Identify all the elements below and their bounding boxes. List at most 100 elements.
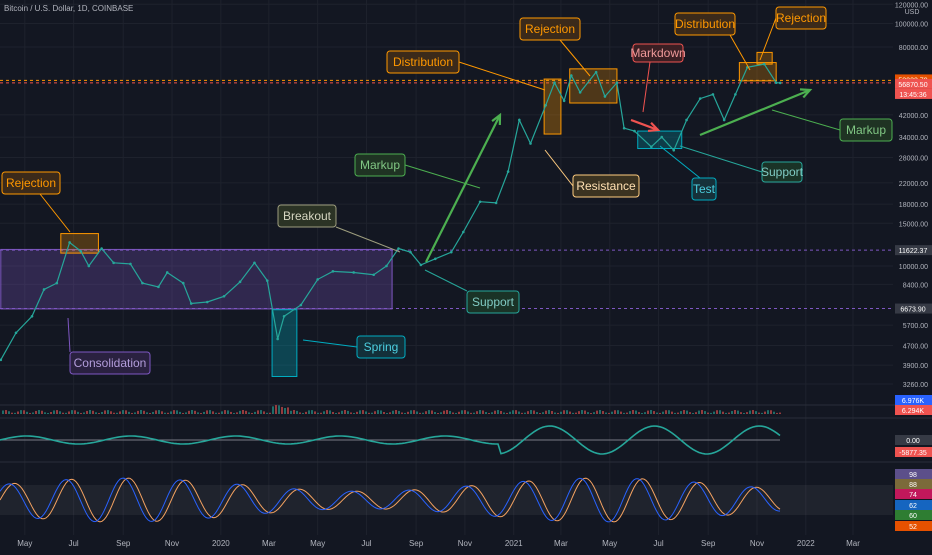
volume-bar bbox=[2, 410, 4, 414]
volume-bar bbox=[392, 410, 394, 414]
volume-bar bbox=[623, 412, 625, 414]
volume-bar bbox=[542, 412, 544, 414]
volume-bar bbox=[704, 411, 706, 414]
y-tick-label: 28000.00 bbox=[899, 156, 928, 163]
price-axis-tag-label: 13:45:36 bbox=[899, 92, 926, 99]
volume-bar bbox=[92, 410, 94, 414]
volume-bar bbox=[398, 410, 400, 414]
volume-bar bbox=[305, 411, 307, 414]
volume-bar bbox=[41, 410, 43, 414]
y-tick-label: 3900.00 bbox=[903, 363, 928, 370]
price-point bbox=[100, 247, 103, 250]
volume-bar bbox=[5, 410, 7, 414]
volume-bar bbox=[602, 411, 604, 414]
volume-bar bbox=[563, 410, 565, 414]
price-point bbox=[450, 250, 453, 254]
volume-bar bbox=[575, 412, 577, 414]
volume-bar bbox=[194, 410, 196, 414]
volume-bar bbox=[755, 411, 757, 414]
price-point bbox=[722, 118, 726, 122]
stoch-k-line bbox=[0, 477, 781, 523]
price-point bbox=[633, 129, 636, 133]
volume-bar bbox=[158, 410, 160, 414]
resistance-callout-box bbox=[572, 174, 640, 198]
price-point bbox=[181, 281, 185, 285]
consolidation-zone bbox=[0, 248, 393, 310]
volume-bar bbox=[233, 412, 235, 414]
indicator-tag-label: 6.294K bbox=[902, 408, 925, 415]
volume-bar bbox=[302, 412, 304, 414]
volume-bar bbox=[182, 412, 184, 414]
x-tick-label: 2020 bbox=[212, 539, 230, 548]
y-tick-label: 22000.00 bbox=[899, 181, 928, 188]
volume-bar bbox=[746, 412, 748, 414]
volume-bar bbox=[308, 410, 310, 414]
volume-bar bbox=[485, 412, 487, 414]
y-tick-label: 80000.00 bbox=[899, 45, 928, 52]
indicator-tag bbox=[895, 405, 932, 415]
volume-bar bbox=[707, 412, 709, 414]
volume-bar bbox=[191, 410, 193, 414]
support-callout-2-label: Support bbox=[761, 165, 804, 179]
volume-bar bbox=[461, 410, 463, 414]
volume-bar bbox=[356, 411, 358, 414]
volume-bar bbox=[299, 412, 301, 414]
volume-bar bbox=[752, 410, 754, 414]
y-tick-label: 100000.00 bbox=[895, 21, 928, 28]
price-point bbox=[55, 281, 59, 285]
price-point bbox=[570, 74, 573, 77]
volume-bar bbox=[200, 412, 202, 414]
volume-bar bbox=[437, 412, 439, 414]
stoch-band bbox=[0, 485, 893, 515]
volume-bar bbox=[515, 410, 517, 414]
volume-bar bbox=[488, 412, 490, 414]
volume-bar bbox=[179, 411, 181, 414]
indicator-tag-label: 62 bbox=[909, 503, 917, 510]
price-point bbox=[129, 262, 132, 266]
volume-bar bbox=[62, 412, 64, 414]
volume-bar bbox=[251, 412, 253, 414]
x-tick-label: Mar bbox=[262, 539, 276, 548]
volume-bar bbox=[491, 412, 493, 414]
volume-bar bbox=[467, 411, 469, 414]
price-point bbox=[774, 81, 778, 84]
volume-bar bbox=[335, 412, 337, 414]
price-point bbox=[372, 273, 375, 277]
volume-bar bbox=[218, 412, 220, 414]
volume-bar bbox=[569, 411, 571, 414]
y-tick-label: 15000.00 bbox=[899, 221, 928, 228]
volume-bar bbox=[530, 410, 532, 414]
volume-bar bbox=[245, 410, 247, 414]
volume-bar bbox=[614, 410, 616, 414]
volume-bar bbox=[26, 411, 28, 414]
price-point bbox=[14, 331, 18, 335]
volume-bar bbox=[74, 410, 76, 414]
volume-bar bbox=[272, 406, 274, 414]
x-tick-label: Sep bbox=[701, 539, 716, 548]
volume-bar bbox=[716, 410, 718, 414]
indicator-tag bbox=[895, 510, 932, 520]
volume-bar bbox=[662, 411, 664, 414]
x-tick-label: Mar bbox=[846, 539, 860, 548]
volume-bar bbox=[443, 410, 445, 414]
price-point bbox=[276, 337, 279, 341]
volume-bar bbox=[167, 412, 169, 414]
volume-bar bbox=[68, 411, 70, 414]
price-point bbox=[253, 261, 256, 265]
volume-bar bbox=[689, 412, 691, 414]
price-point bbox=[478, 200, 482, 204]
volume-bar bbox=[455, 412, 457, 414]
price-point bbox=[562, 99, 566, 103]
volume-bar bbox=[266, 412, 268, 414]
currency-label: USD bbox=[905, 9, 920, 16]
volume-bar bbox=[509, 411, 511, 414]
volume-bar bbox=[503, 412, 505, 414]
volume-bar bbox=[470, 412, 472, 414]
volume-bar bbox=[314, 411, 316, 414]
y-tick-label: 5700.00 bbox=[903, 323, 928, 330]
volume-bar bbox=[653, 411, 655, 414]
volume-bar bbox=[284, 407, 286, 414]
volume-bar bbox=[380, 410, 382, 414]
